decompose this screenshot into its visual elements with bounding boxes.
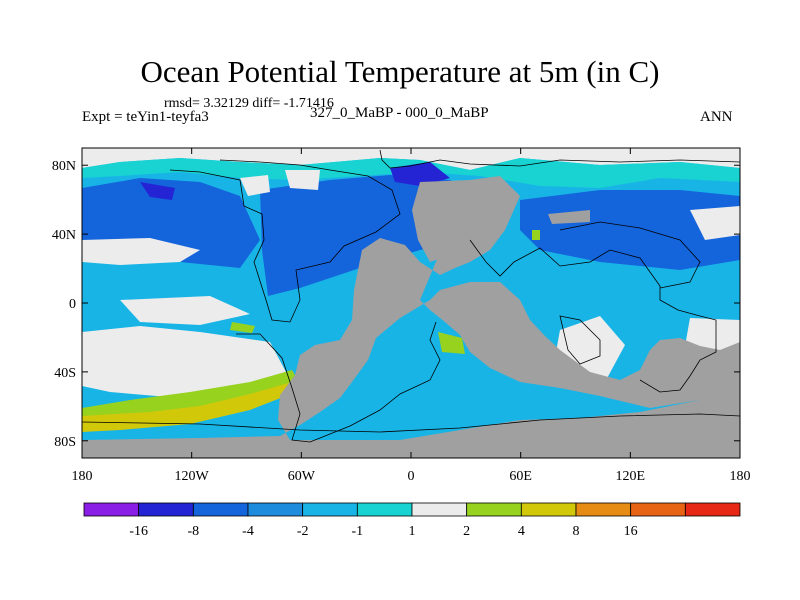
east-white-patch-2 (690, 206, 740, 240)
colorbar-label: -2 (297, 524, 309, 539)
colorbar-bin (466, 502, 522, 517)
colorbar-bin (684, 502, 741, 517)
pacific-white-patch-2 (120, 296, 250, 325)
colorbar-label: -16 (129, 524, 148, 539)
land-supercontinent (82, 176, 740, 458)
colorbar-label: 4 (518, 524, 525, 539)
south-pacific-white (82, 326, 286, 398)
north-white-patch-1 (240, 175, 270, 196)
pacific-white-patch-1 (82, 238, 200, 265)
colorbar-bin (247, 502, 304, 517)
deep-blue-patch-2 (390, 162, 450, 186)
experiment-label: Expt = teYin1-teyfa3 (82, 109, 209, 125)
colorbar-label: -4 (242, 524, 254, 539)
colorbar-label: -8 (187, 524, 199, 539)
x-tick-label: 60W (288, 469, 316, 484)
deep-blue-patch-1 (140, 182, 175, 200)
x-tick-label: 60E (509, 469, 532, 484)
colorbar-bin (575, 502, 632, 517)
north-cyan-band (82, 158, 740, 188)
arctic-near-zero-region (82, 148, 740, 170)
y-axis: 80N 40N 0 40S 80S (52, 159, 740, 450)
colorbar-label: 1 (409, 524, 416, 539)
colorbar-label: -1 (351, 524, 363, 539)
land-antarctic (82, 440, 740, 458)
land-east-strip (548, 210, 590, 224)
colorbar-bin (83, 502, 140, 517)
colorbar-label: 2 (463, 524, 470, 539)
map-title: Ocean Potential Temperature at 5m (in C) (140, 54, 660, 89)
green-patch-north (532, 230, 540, 240)
green-patch-atlantic (438, 332, 465, 354)
y-tick-label: 40S (54, 366, 76, 381)
southern-green-band (82, 370, 300, 424)
map-plot-area (82, 148, 740, 458)
southern-yellow-band (82, 382, 296, 432)
y-tick-label: 80S (54, 435, 76, 450)
x-tick-label: 0 (408, 469, 415, 484)
land-north-block (412, 180, 470, 262)
colorbar-bin (520, 502, 577, 517)
x-axis: 180 120W 60W 0 60E 120E 180 (72, 148, 751, 484)
stats-label: rmsd= 3.32129 diff= -1.71416 (164, 96, 334, 111)
x-tick-label: 120E (616, 469, 646, 484)
colorbar: -16 -8 -4 -2 -1 1 2 4 8 16 (83, 502, 741, 539)
colorbar-bin (356, 502, 413, 517)
colorbar-bin (192, 502, 249, 517)
y-tick-label: 80N (52, 159, 76, 174)
north-white-patch-2 (285, 170, 320, 190)
season-label: ANN (700, 109, 733, 125)
colorbar-bin (302, 502, 358, 517)
colorbar-label: 16 (624, 524, 638, 539)
x-tick-label: 180 (72, 469, 93, 484)
colorbar-bin (138, 502, 194, 517)
colorbar-label: 8 (573, 524, 580, 539)
subtitle-label: 327_0_MaBP - 000_0_MaBP (310, 105, 489, 121)
colorbar-bin (411, 502, 468, 517)
colorbar-bin (630, 502, 686, 517)
y-tick-label: 0 (69, 297, 76, 312)
coastlines (82, 149, 740, 443)
y-tick-label: 40N (52, 228, 76, 243)
green-patch-pacific (230, 322, 255, 333)
x-tick-label: 120W (175, 469, 210, 484)
eurasia-east-blue (520, 190, 740, 270)
x-tick-label: 180 (730, 469, 751, 484)
